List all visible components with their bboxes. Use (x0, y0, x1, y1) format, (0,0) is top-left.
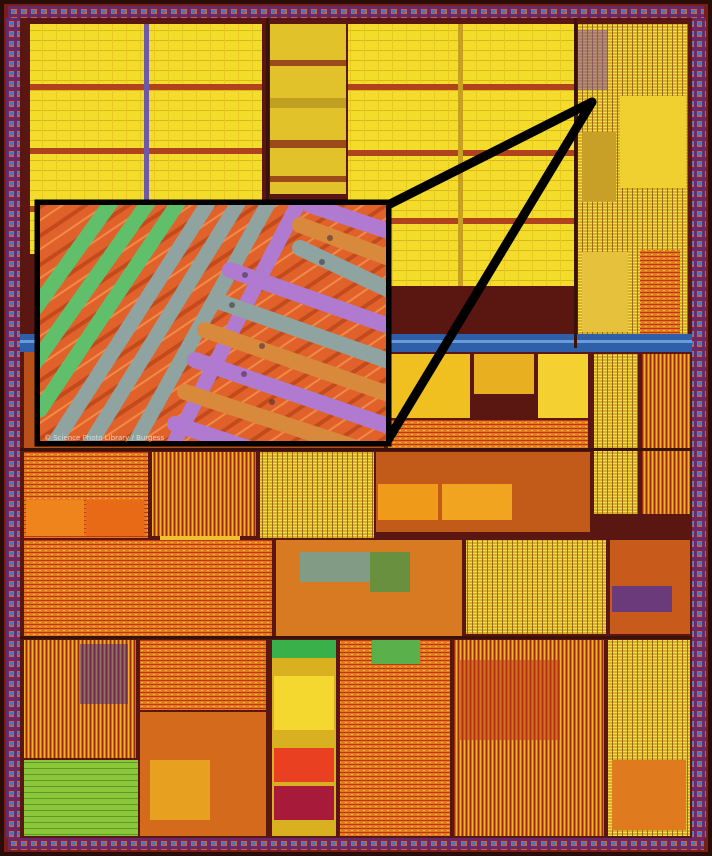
inset-credit: © Science Photo Library / Burgess (44, 434, 165, 442)
callout-line-bottom (383, 97, 597, 445)
inset-micrograph (38, 203, 388, 443)
callout-line-top (383, 97, 597, 210)
inset-frame (34, 199, 392, 447)
